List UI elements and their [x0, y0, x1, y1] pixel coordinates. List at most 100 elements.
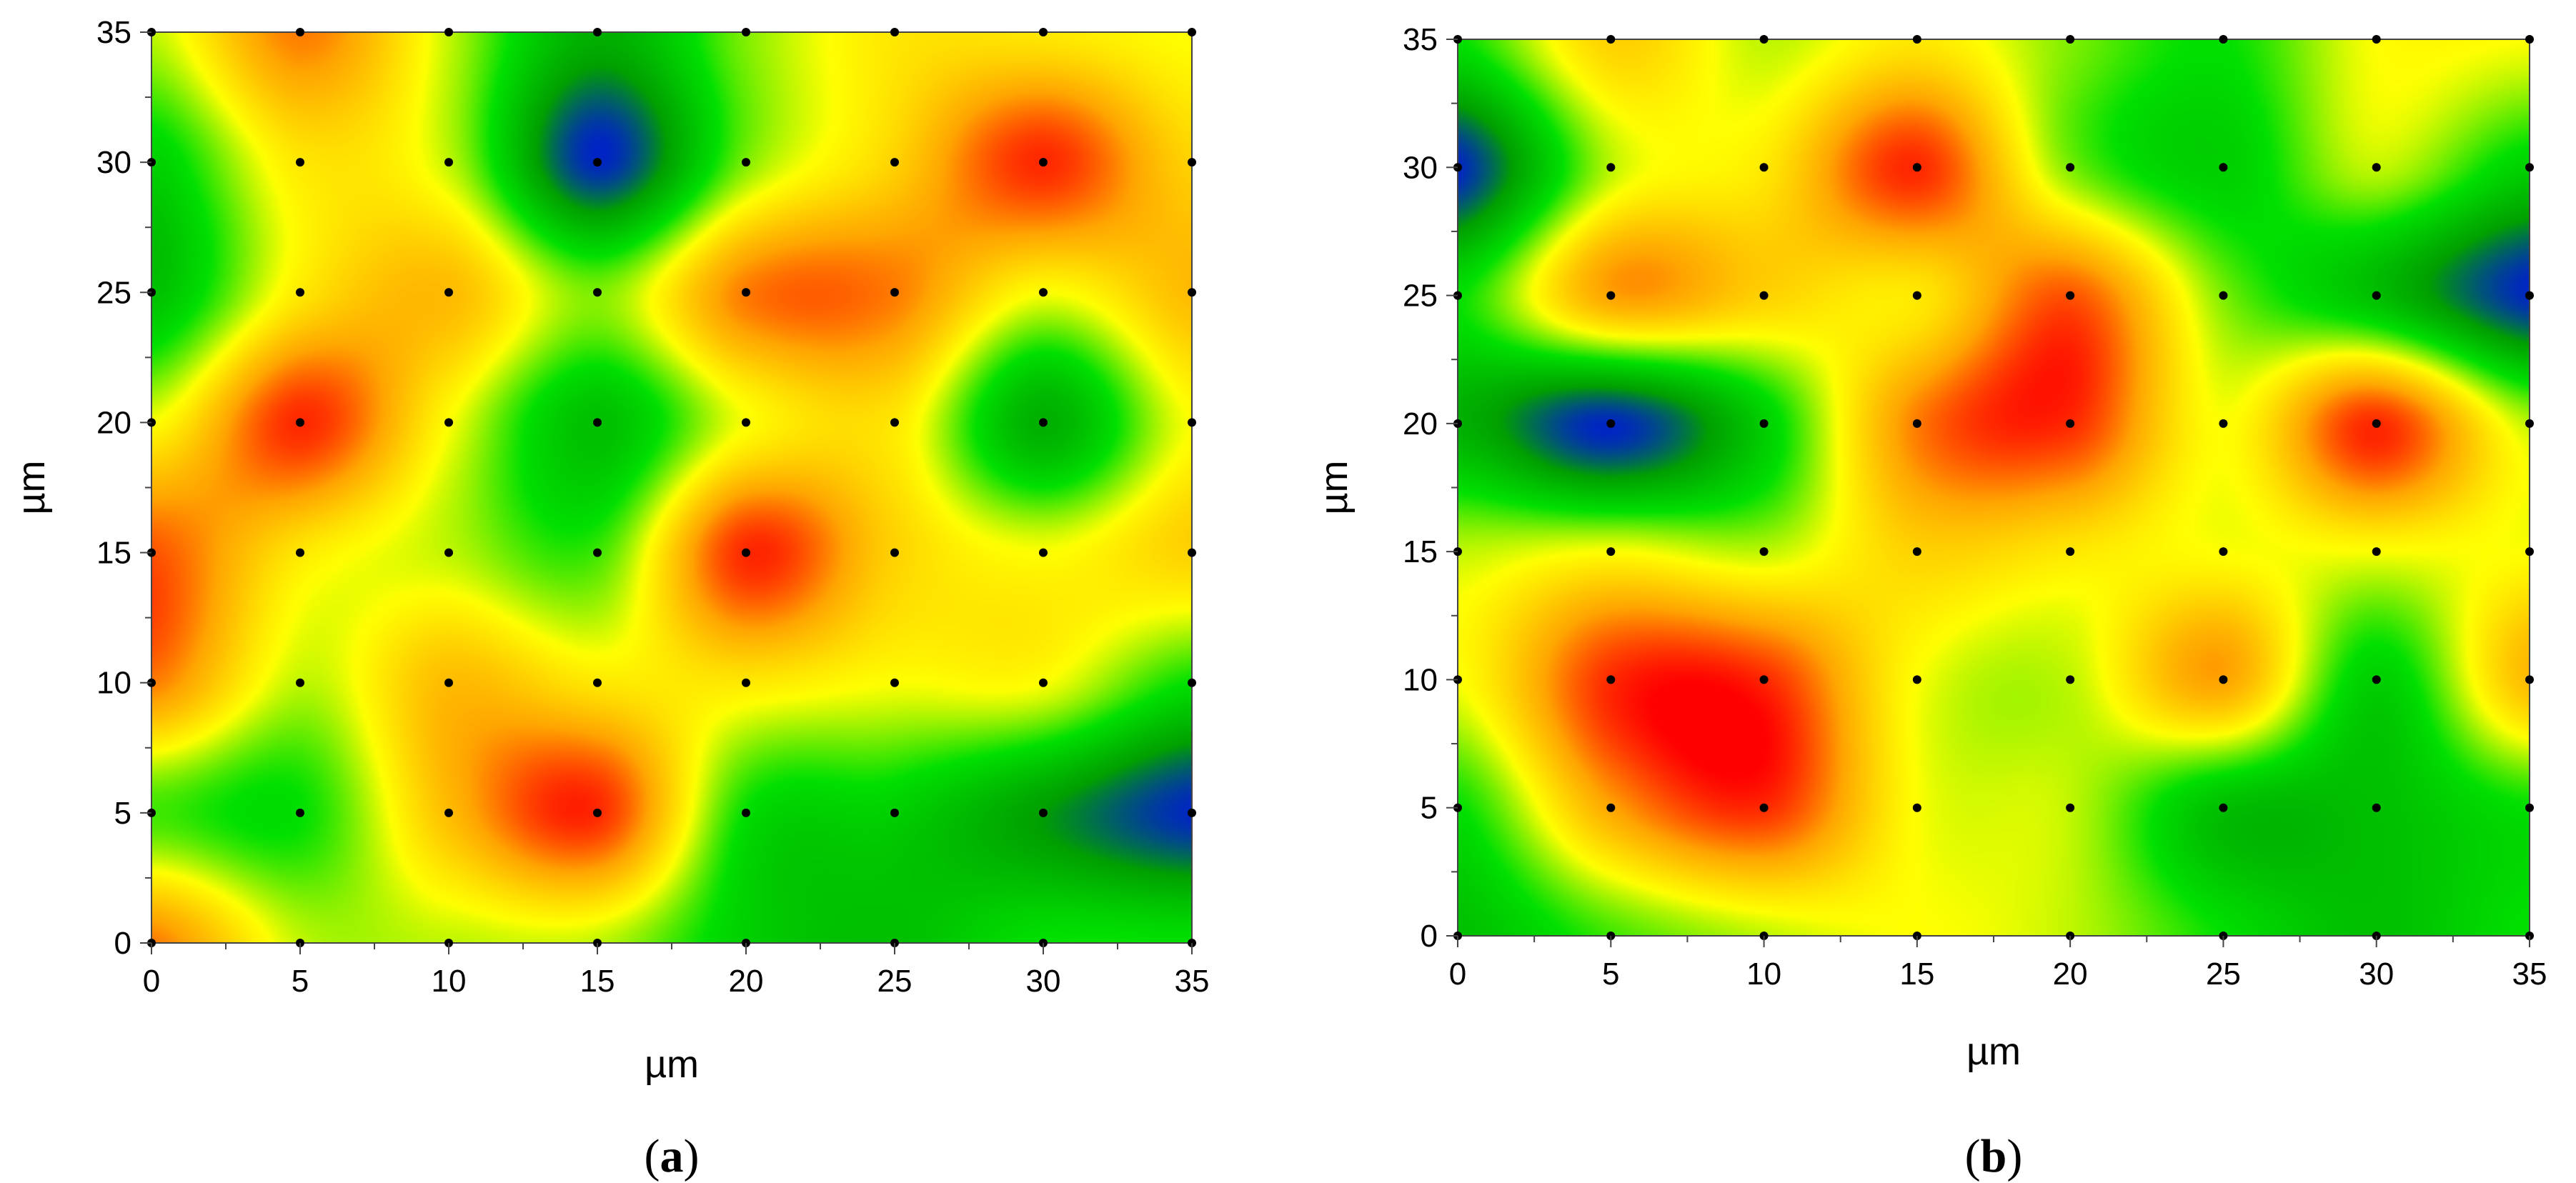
- measurement-point: [890, 158, 899, 167]
- measurement-point: [2066, 803, 2075, 812]
- measurement-point: [2525, 803, 2534, 812]
- x-axis-title: µm: [1966, 1030, 2021, 1073]
- measurement-point: [1759, 547, 1769, 556]
- measurement-point: [1759, 291, 1769, 300]
- measurement-point: [1759, 803, 1769, 812]
- measurement-point: [1188, 808, 1196, 817]
- measurement-point: [2525, 35, 2534, 44]
- y-tick-label: 25: [1403, 279, 1438, 314]
- measurement-point: [2372, 547, 2381, 556]
- measurement-point: [593, 158, 602, 167]
- measurement-point: [1188, 548, 1196, 557]
- measurement-point: [2372, 675, 2381, 684]
- measurement-point: [2525, 291, 2534, 300]
- measurement-point: [1039, 418, 1048, 427]
- measurement-point: [1039, 28, 1048, 36]
- measurement-point: [593, 808, 602, 817]
- measurement-point: [1912, 163, 1921, 172]
- measurement-point: [1912, 419, 1921, 428]
- measurement-point: [742, 288, 750, 297]
- x-tick-label: 25: [877, 964, 912, 999]
- panel-caption: (b): [1965, 1130, 2023, 1182]
- caption-open-paren: (: [645, 1130, 660, 1182]
- measurement-point: [2372, 803, 2381, 812]
- measurement-point: [1912, 547, 1921, 556]
- measurement-point: [2525, 163, 2534, 172]
- measurement-point: [444, 548, 453, 557]
- measurement-point: [1606, 291, 1616, 300]
- x-tick-label: 0: [1449, 957, 1466, 992]
- measurement-point: [2219, 291, 2228, 300]
- measurement-point: [1912, 291, 1921, 300]
- measurement-point: [444, 28, 453, 36]
- measurement-point: [1912, 35, 1921, 44]
- measurement-point: [2066, 35, 2075, 44]
- y-tick-label: 20: [96, 405, 131, 440]
- measurement-point: [1606, 163, 1616, 172]
- measurement-point: [1759, 163, 1769, 172]
- measurement-point: [742, 158, 750, 167]
- panel-caption: (a): [645, 1130, 700, 1182]
- measurement-point: [1039, 678, 1048, 687]
- measurement-point: [1188, 288, 1196, 297]
- measurement-point: [890, 288, 899, 297]
- measurement-point: [2525, 419, 2534, 428]
- x-tick-label: 15: [1899, 957, 1934, 992]
- measurement-point: [2372, 291, 2381, 300]
- measurement-point: [593, 678, 602, 687]
- measurement-point: [2372, 419, 2381, 428]
- measurement-point: [1188, 28, 1196, 36]
- x-tick-label: 35: [1175, 964, 1210, 999]
- y-tick-label: 15: [1403, 534, 1438, 569]
- x-tick-label: 5: [292, 964, 309, 999]
- measurement-point: [296, 158, 304, 167]
- measurement-point: [2525, 547, 2534, 556]
- measurement-point: [1039, 808, 1048, 817]
- x-tick-label: 10: [1746, 957, 1781, 992]
- measurement-point: [1606, 675, 1616, 684]
- y-tick-label: 35: [96, 15, 131, 50]
- caption-open-paren: (: [1965, 1130, 1981, 1182]
- measurement-point: [1039, 288, 1048, 297]
- measurement-point: [890, 28, 899, 36]
- x-tick-label: 15: [580, 964, 615, 999]
- heatmap-surface: [1458, 39, 2530, 936]
- x-tick-label: 25: [2206, 957, 2241, 992]
- measurement-point: [2066, 419, 2075, 428]
- measurement-point: [1759, 675, 1769, 684]
- y-tick-label: 20: [1403, 406, 1438, 441]
- x-tick-label: 35: [2512, 957, 2547, 992]
- y-tick-label: 30: [1403, 150, 1438, 185]
- y-axis-title: µm: [1313, 460, 1356, 514]
- measurement-point: [890, 418, 899, 427]
- measurement-point: [2525, 675, 2534, 684]
- measurement-point: [593, 418, 602, 427]
- measurement-point: [2066, 675, 2075, 684]
- measurement-point: [1039, 158, 1048, 167]
- x-tick-label: 0: [143, 964, 160, 999]
- y-tick-label: 5: [114, 796, 131, 831]
- y-tick-label: 30: [96, 145, 131, 180]
- measurement-point: [593, 288, 602, 297]
- measurement-point: [1759, 35, 1769, 44]
- measurement-point: [1606, 803, 1616, 812]
- heatmap-surface: [151, 32, 1192, 943]
- y-axis-title: µm: [10, 460, 53, 514]
- measurement-point: [890, 808, 899, 817]
- caption-letter: a: [660, 1130, 684, 1182]
- measurement-point: [296, 418, 304, 427]
- measurement-point: [890, 548, 899, 557]
- x-tick-label: 30: [2359, 957, 2394, 992]
- measurement-point: [444, 678, 453, 687]
- measurement-point: [742, 548, 750, 557]
- y-tick-label: 10: [96, 666, 131, 701]
- heatmap-panel-b: 0 5 10 15 20 25 30 35 0 5 10 15 20 25 30 35 µm µm (b): [1313, 22, 2547, 1182]
- y-tick-label: 25: [96, 275, 131, 310]
- caption-close-paren: ): [2006, 1130, 2022, 1182]
- measurement-point: [1188, 418, 1196, 427]
- measurement-point: [2372, 163, 2381, 172]
- x-tick-label: 10: [432, 964, 467, 999]
- y-tick-label: 0: [1421, 919, 1438, 954]
- measurement-point: [296, 678, 304, 687]
